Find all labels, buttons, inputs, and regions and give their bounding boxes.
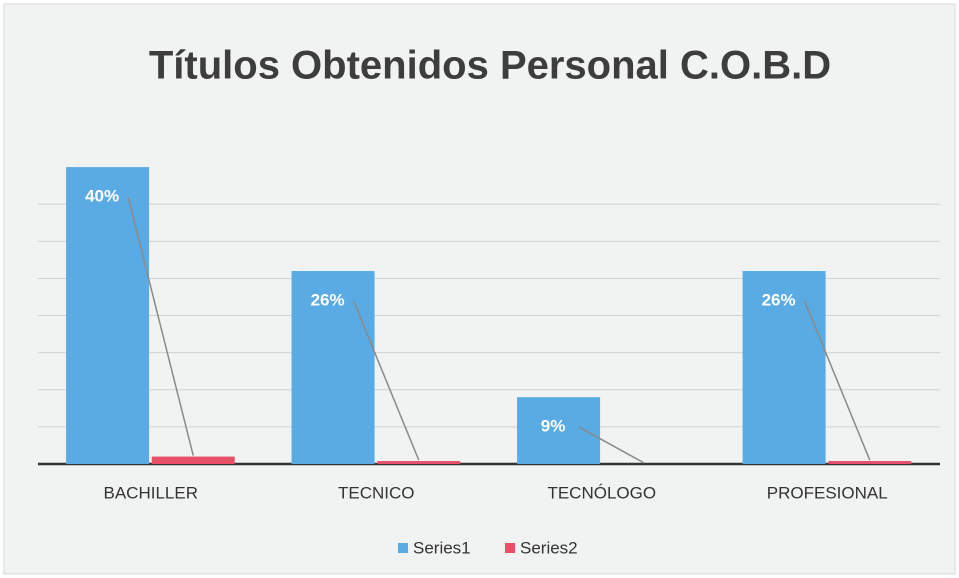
x-tick-label: BACHILLER bbox=[104, 483, 198, 502]
bar bbox=[742, 271, 826, 464]
leader-line bbox=[803, 300, 871, 461]
data-label: 26% bbox=[762, 291, 796, 310]
bar bbox=[66, 167, 150, 464]
legend-swatch bbox=[505, 543, 515, 553]
leader-line bbox=[127, 196, 194, 456]
x-tick-label: TECNÓLOGO bbox=[547, 483, 656, 502]
leader-line bbox=[578, 426, 645, 464]
x-tick-label: TECNICO bbox=[338, 483, 415, 502]
chart-title: Títulos Obtenidos Personal C.O.B.D bbox=[149, 44, 831, 88]
legend-label: Series1 bbox=[413, 538, 471, 557]
bar bbox=[828, 461, 912, 464]
bar bbox=[377, 461, 461, 464]
legend-swatch bbox=[398, 543, 408, 553]
bar bbox=[151, 456, 235, 464]
data-label: 40% bbox=[85, 187, 119, 206]
data-label: 26% bbox=[311, 291, 345, 310]
data-label: 9% bbox=[541, 417, 566, 436]
x-tick-label: PROFESIONAL bbox=[767, 483, 888, 502]
leader-line bbox=[352, 300, 420, 461]
bar bbox=[291, 271, 375, 464]
legend-label: Series2 bbox=[520, 538, 578, 557]
